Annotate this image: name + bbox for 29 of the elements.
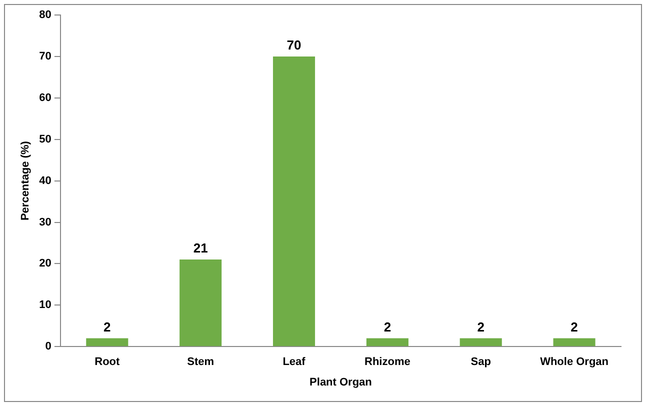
x-tick-label: Whole Organ [540,356,609,368]
y-tick-label: 50 [39,133,52,146]
x-tick-label: Rhizome [364,356,410,368]
y-tick-label: 70 [39,50,52,62]
data-label: 2 [104,319,111,334]
bar [553,338,596,346]
data-label: 2 [477,319,484,334]
y-tick-label: 20 [39,258,52,270]
y-tick-label: 10 [39,299,52,312]
x-tick-label: Sap [470,356,492,368]
bar [272,56,316,346]
data-label: 2 [570,319,578,334]
x-tick-label: Stem [187,356,214,368]
y-tick-label: 80 [39,9,52,22]
x-tick-label: Leaf [282,356,306,368]
bar [460,338,502,346]
y-axis-title: Percentage (%) [20,140,32,221]
bar [180,260,222,346]
x-axis-title: Plant Organ [310,376,372,388]
data-label: 70 [286,38,302,53]
data-label: 2 [384,319,392,334]
y-tick-label: 60 [39,92,52,104]
data-label: 21 [193,240,208,256]
x-tick-label: Root [94,356,120,368]
y-tick-label: 30 [39,216,52,228]
bar [366,338,408,346]
bar [86,338,128,346]
y-tick-label: 0 [45,340,52,353]
y-tick-label: 40 [39,174,52,187]
